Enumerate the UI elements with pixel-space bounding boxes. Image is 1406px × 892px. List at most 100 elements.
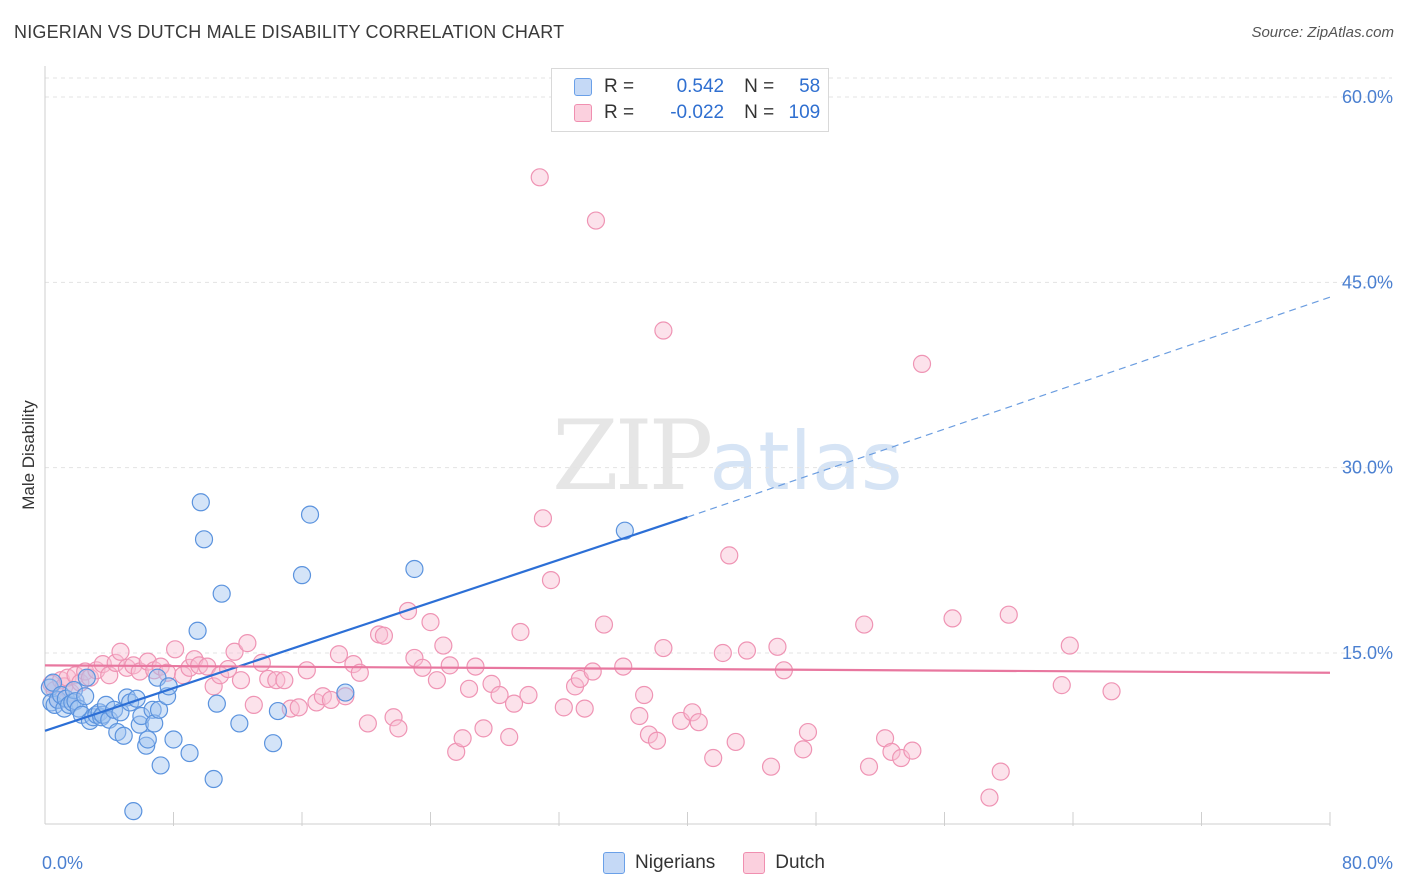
dutch-point [350,663,369,682]
dutch-point [421,613,440,632]
dutch-point [384,708,403,727]
dutch-point [453,729,472,748]
dutch-point [93,655,112,674]
legend-item-dutch: Dutch [743,852,825,874]
dutch-point [225,642,244,661]
dutch-point [474,719,493,738]
nigerian-point [143,700,162,719]
dutch-point [427,671,447,690]
nigerian-point [292,566,312,585]
legend-swatch-dutch [574,104,592,122]
legend-r-value: -0.022 [670,102,725,123]
tick-labels: 15.0% 30.0% 45.0% 60.0% 0.0% 80.0% [42,87,1393,873]
dutch-point [329,645,349,664]
y-tick-label: 60.0% [1342,87,1393,107]
watermark-atlas: atlas [709,415,903,508]
dutch-point [798,722,818,742]
dutch-point [504,694,524,713]
nigerian-point [207,694,226,713]
nigerian-point [191,493,210,512]
source-label: Source: ZipAtlas.com [1251,24,1394,41]
dutch-point [500,727,519,747]
trend-lines [44,296,1331,732]
dutch-point [440,656,459,675]
nigerian-point [194,530,214,549]
nigerian-point [138,730,157,749]
legend-row-nigerians: R = 0.542 N = 58 [574,74,820,100]
dutch-point [1102,682,1121,701]
dutch-point [586,211,606,230]
dutch-point [289,698,308,717]
nigerian-point [137,736,156,755]
nigerian-point [127,689,146,708]
dutch-point [541,571,561,590]
dutch-point [166,640,185,659]
dutch-point [204,677,223,696]
nigerian-point [149,700,169,719]
legend-n-label: N = [744,76,775,97]
dutch-trend-line [44,664,1331,674]
legend-r-value: 0.542 [676,76,725,97]
dutch-point [647,731,667,750]
dutch-point [654,321,673,340]
dutch-point [244,695,263,714]
nigerian-point [268,701,288,721]
nigerian-point [336,683,355,702]
y-tick-label: 15.0% [1342,643,1393,663]
legend-n-label: N = [744,102,775,123]
dutch-point [720,546,739,565]
dutch-point [614,657,633,676]
nigerian-point [615,521,634,540]
nigerian-point [114,726,133,745]
dutch-point [635,685,654,705]
dutch-point [111,642,130,661]
nigerian-point [188,621,207,640]
dutch-point [991,762,1010,781]
nigerian-point [300,505,320,524]
nigerian-point [164,730,183,749]
dutch-point [704,748,723,768]
dutch-point [594,615,614,634]
x-tick-label: 80.0% [1342,853,1393,873]
nigerian-point [405,559,424,579]
dutch-points [42,168,1121,807]
dutch-point [434,636,453,655]
dutch-point [761,757,781,776]
nigerian-point [204,769,223,789]
legend-label-dutch: Dutch [775,852,825,873]
nigerian-point [145,714,164,733]
dutch-point [459,679,479,698]
legend-swatch-nigerians [574,78,592,96]
dutch-point [737,641,757,660]
dutch-point [511,622,530,642]
dutch-point [106,653,125,672]
dutch-point [892,748,911,768]
dutch-point [689,713,708,732]
nigerian-point [77,668,96,687]
dutch-point [297,661,316,680]
dutch-point [1060,636,1079,655]
dutch-point [683,703,702,722]
legend-r-label: R = [604,76,635,97]
nigerian-trend-line [44,516,688,732]
watermark: ZIPatlas [552,400,903,512]
nigerian-point [45,695,64,714]
dutch-point [882,742,901,761]
dutch-point [726,732,745,752]
dutch-point [490,685,509,705]
legend-row-dutch: R = -0.022 N = 109 [574,100,820,126]
legend-label-nigerians: Nigerians [635,852,716,873]
nigerian-point [151,756,170,775]
dutch-point [466,657,485,676]
grid [45,77,1392,654]
chart-title: NIGERIAN VS DUTCH MALE DISABILITY CORREL… [14,22,565,42]
dutch-point [912,354,932,373]
nigerian-point [76,687,95,706]
dutch-point [630,706,649,726]
dutch-point [999,605,1018,624]
legend-swatch-dutch [743,852,766,874]
legend-swatch-nigerians [603,852,625,874]
nigerian-point [263,734,283,753]
y-axis-label: Male Disability [19,400,38,510]
